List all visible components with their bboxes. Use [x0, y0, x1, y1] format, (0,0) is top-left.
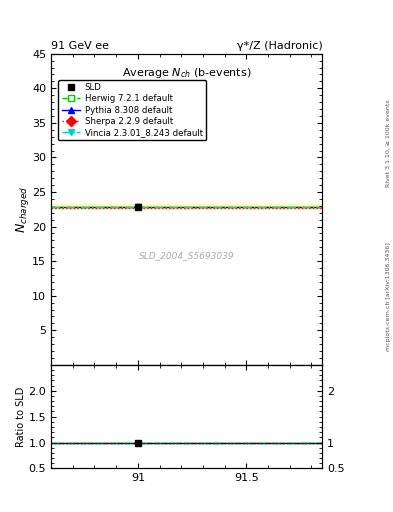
Text: mcplots.cern.ch [arXiv:1306.3436]: mcplots.cern.ch [arXiv:1306.3436]	[386, 243, 391, 351]
Text: 91 GeV ee: 91 GeV ee	[51, 40, 109, 51]
Y-axis label: $N_{charged}$: $N_{charged}$	[14, 186, 31, 233]
Y-axis label: Ratio to SLD: Ratio to SLD	[16, 387, 26, 447]
Text: Average $N_{ch}$ (b-events): Average $N_{ch}$ (b-events)	[122, 66, 252, 80]
Legend: SLD, Herwig 7.2.1 default, Pythia 8.308 default, Sherpa 2.2.9 default, Vincia 2.: SLD, Herwig 7.2.1 default, Pythia 8.308 …	[58, 80, 206, 140]
Text: SLD_2004_S5693039: SLD_2004_S5693039	[139, 251, 235, 261]
Text: γ*/Z (Hadronic): γ*/Z (Hadronic)	[237, 40, 322, 51]
Text: Rivet 3.1.10, ≥ 100k events: Rivet 3.1.10, ≥ 100k events	[386, 99, 391, 187]
